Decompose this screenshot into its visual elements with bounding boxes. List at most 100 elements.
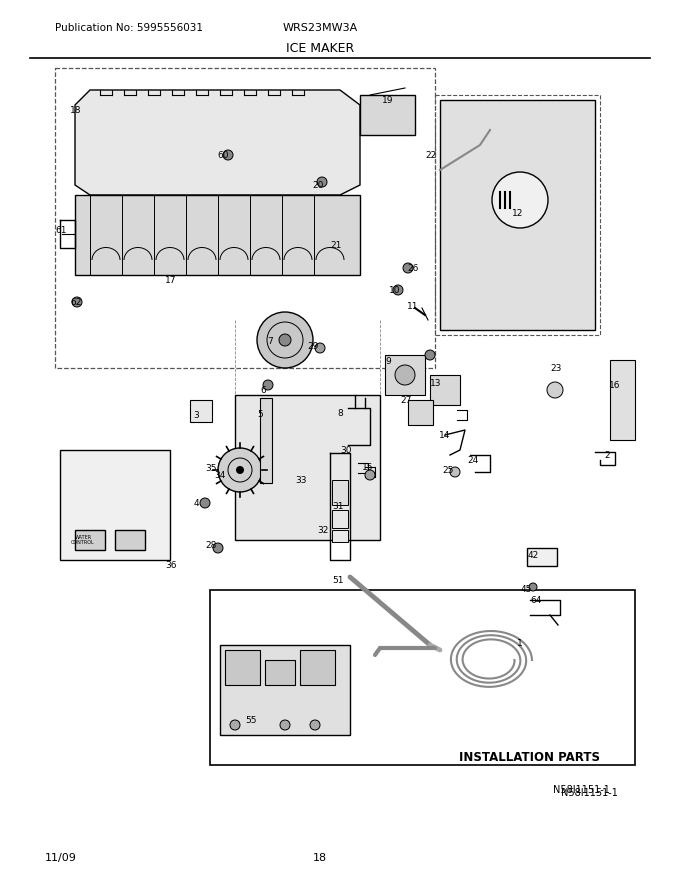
Text: 45: 45 [520, 584, 532, 593]
Text: 29: 29 [307, 341, 319, 350]
Text: WATER
CONTROL: WATER CONTROL [71, 535, 95, 546]
Bar [265, 660, 295, 685]
Circle shape [213, 543, 223, 553]
Text: 1: 1 [517, 639, 523, 648]
Bar [60, 450, 170, 560]
Text: 55: 55 [245, 715, 257, 724]
Bar [55, 68, 435, 368]
Text: 10: 10 [389, 285, 401, 295]
Circle shape [223, 150, 233, 160]
Bar [75, 195, 360, 275]
Circle shape [236, 466, 244, 474]
Text: 23: 23 [550, 363, 562, 372]
Text: 34: 34 [214, 471, 226, 480]
Text: 21: 21 [330, 240, 341, 250]
Text: 24: 24 [467, 456, 479, 465]
Circle shape [280, 720, 290, 730]
Text: Publication No: 5995556031: Publication No: 5995556031 [55, 23, 203, 33]
Text: 25: 25 [442, 466, 454, 474]
Text: 51: 51 [333, 576, 344, 584]
Text: 19: 19 [382, 96, 394, 105]
Bar [235, 395, 380, 540]
Text: ICE MAKER: ICE MAKER [286, 41, 354, 55]
Text: 22: 22 [426, 150, 437, 159]
Text: 12: 12 [512, 209, 524, 217]
Text: 60: 60 [217, 150, 228, 159]
Bar [435, 95, 600, 335]
Text: 28: 28 [205, 540, 217, 549]
Text: 2: 2 [605, 451, 610, 459]
Polygon shape [75, 90, 360, 195]
Bar [300, 650, 335, 685]
Text: 11: 11 [407, 302, 419, 311]
Text: 6: 6 [260, 385, 266, 394]
Circle shape [425, 350, 435, 360]
Text: 13: 13 [430, 378, 442, 387]
Bar [385, 355, 425, 395]
Bar [408, 400, 433, 425]
Circle shape [200, 498, 210, 508]
Text: 62: 62 [70, 297, 82, 306]
Text: 35: 35 [205, 464, 217, 473]
Circle shape [218, 448, 262, 492]
Circle shape [393, 285, 403, 295]
Bar [332, 480, 348, 505]
Circle shape [230, 720, 240, 730]
Text: 14: 14 [439, 430, 451, 439]
Bar [115, 530, 145, 550]
Text: 7: 7 [267, 336, 273, 346]
Text: 18: 18 [70, 106, 82, 114]
Circle shape [279, 334, 291, 346]
Circle shape [395, 365, 415, 385]
Bar [360, 95, 415, 135]
Circle shape [450, 467, 460, 477]
Bar [527, 548, 557, 566]
Text: 15: 15 [362, 463, 374, 472]
Circle shape [257, 312, 313, 368]
Text: INSTALLATION PARTS: INSTALLATION PARTS [460, 751, 600, 764]
Circle shape [547, 382, 563, 398]
Text: 61: 61 [55, 225, 67, 234]
Circle shape [403, 263, 413, 273]
Text: 64: 64 [530, 596, 542, 605]
Text: 31: 31 [333, 502, 344, 510]
Text: 16: 16 [609, 380, 621, 390]
Circle shape [263, 380, 273, 390]
Bar [75, 530, 105, 550]
Text: 20: 20 [312, 180, 324, 189]
Bar [332, 510, 348, 528]
Text: 36: 36 [165, 561, 177, 569]
Bar [332, 530, 348, 542]
Bar [190, 400, 212, 422]
Text: 9: 9 [385, 356, 391, 365]
Bar [210, 590, 635, 765]
Text: 18: 18 [313, 853, 327, 863]
Bar [220, 645, 350, 735]
Bar [440, 100, 595, 330]
Bar [260, 398, 272, 483]
Circle shape [72, 297, 82, 307]
Bar [610, 360, 635, 440]
Text: 42: 42 [528, 551, 539, 560]
Circle shape [315, 343, 325, 353]
Circle shape [492, 172, 548, 228]
Circle shape [529, 583, 537, 591]
Bar [430, 375, 460, 405]
Text: 32: 32 [318, 525, 328, 534]
Bar [225, 650, 260, 685]
Circle shape [365, 470, 375, 480]
Text: N58I1151-1: N58I1151-1 [553, 785, 610, 795]
Text: WRS23MW3A: WRS23MW3A [282, 23, 358, 33]
Text: 3: 3 [193, 410, 199, 420]
Text: 27: 27 [401, 395, 411, 405]
Text: N58I1151-1: N58I1151-1 [561, 788, 618, 798]
Text: 33: 33 [295, 475, 307, 485]
Text: 17: 17 [165, 275, 177, 284]
Text: 5: 5 [257, 409, 263, 419]
Text: 26: 26 [407, 263, 419, 273]
Circle shape [317, 177, 327, 187]
Text: 4: 4 [193, 498, 199, 508]
Text: 8: 8 [337, 408, 343, 417]
Text: 11/09: 11/09 [45, 853, 77, 863]
Circle shape [310, 720, 320, 730]
